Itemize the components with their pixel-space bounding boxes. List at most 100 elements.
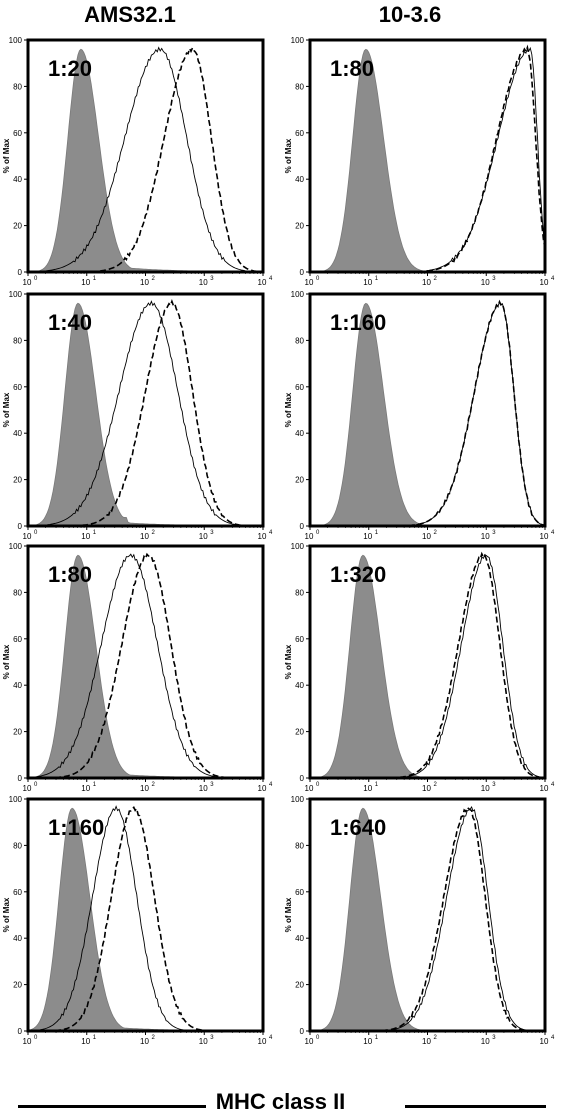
y-tick-label: 80 xyxy=(295,82,304,91)
y-tick-label: 40 xyxy=(295,429,304,438)
dilution-label: 1:40 xyxy=(48,310,92,335)
x-tick-label: 10 xyxy=(540,278,549,287)
histogram-panel: 0 20 40 60 80 100% of Max 10 0 10 1 10 2 10 3 10 4 1:160 xyxy=(282,290,561,542)
x-tick-label: 10 xyxy=(140,1037,149,1046)
x-tick-label: 10 xyxy=(23,1037,32,1046)
x-tick-exponent: 2 xyxy=(152,1035,156,1041)
y-tick-label: 100 xyxy=(291,290,305,299)
histogram-panel: 0 20 40 60 80 100% of Max 10 0 10 1 10 2 10 3 10 4 1:640 xyxy=(282,795,561,1047)
x-tick-label: 10 xyxy=(363,1037,372,1046)
x-tick-exponent: 3 xyxy=(210,1035,214,1041)
x-tick-label: 10 xyxy=(199,278,208,287)
x-tick-label: 10 xyxy=(363,278,372,287)
y-tick-label: 100 xyxy=(291,542,305,551)
y-tick-label: 20 xyxy=(295,728,304,737)
histogram-panel: 0 20 40 60 80 100% of Max 10 0 10 1 10 2 10 3 10 4 1:40 xyxy=(0,290,279,542)
y-tick-label: 100 xyxy=(9,795,23,804)
x-tick-label: 10 xyxy=(258,1037,267,1046)
y-axis-label: % of Max xyxy=(2,897,11,932)
y-tick-label: 20 xyxy=(13,476,22,485)
x-tick-exponent: 0 xyxy=(316,1035,320,1041)
y-tick-label: 0 xyxy=(18,1027,23,1036)
x-tick-label: 10 xyxy=(258,532,267,541)
y-tick-label: 80 xyxy=(13,336,22,345)
x-tick-label: 10 xyxy=(199,532,208,541)
dilution-label: 1:80 xyxy=(330,56,374,81)
y-tick-label: 100 xyxy=(291,36,305,45)
x-tick-label: 10 xyxy=(540,1037,549,1046)
dilution-label: 1:320 xyxy=(330,562,386,587)
x-tick-exponent: 0 xyxy=(316,276,320,282)
y-tick-label: 20 xyxy=(13,981,22,990)
x-tick-exponent: 2 xyxy=(152,530,156,536)
x-tick-label: 10 xyxy=(422,784,431,793)
y-tick-label: 40 xyxy=(295,681,304,690)
y-axis-label: % of Max xyxy=(2,392,11,427)
solid-histogram-line xyxy=(28,46,263,273)
axis-title-rule-right xyxy=(405,1105,546,1108)
y-tick-label: 60 xyxy=(295,635,304,644)
x-tick-label: 10 xyxy=(258,278,267,287)
y-tick-label: 40 xyxy=(295,175,304,184)
dilution-label: 1:640 xyxy=(330,815,386,840)
y-tick-label: 40 xyxy=(295,934,304,943)
y-tick-label: 0 xyxy=(300,522,305,531)
x-tick-exponent: 3 xyxy=(492,782,496,788)
column-title-ams32: AMS32.1 xyxy=(84,2,176,27)
x-tick-exponent: 4 xyxy=(551,276,555,282)
x-tick-exponent: 1 xyxy=(93,276,97,282)
y-tick-label: 40 xyxy=(13,681,22,690)
x-tick-exponent: 1 xyxy=(375,1035,379,1041)
y-tick-label: 60 xyxy=(295,129,304,138)
y-axis-label: % of Max xyxy=(284,644,293,679)
x-tick-label: 10 xyxy=(305,784,314,793)
x-tick-label: 10 xyxy=(140,784,149,793)
x-tick-exponent: 0 xyxy=(34,276,38,282)
x-tick-exponent: 1 xyxy=(375,782,379,788)
x-tick-label: 10 xyxy=(422,1037,431,1046)
isotype-control-histogram xyxy=(27,302,264,527)
x-tick-label: 10 xyxy=(422,278,431,287)
histogram-panel: 0 20 40 60 80 100% of Max 10 0 10 1 10 2 10 3 10 4 1:320 xyxy=(282,542,561,794)
x-tick-label: 10 xyxy=(481,532,490,541)
x-tick-label: 10 xyxy=(23,278,32,287)
x-tick-exponent: 1 xyxy=(93,530,97,536)
y-tick-label: 100 xyxy=(9,290,23,299)
x-tick-label: 10 xyxy=(199,1037,208,1046)
y-tick-label: 80 xyxy=(295,841,304,850)
y-tick-label: 80 xyxy=(13,841,22,850)
x-tick-exponent: 4 xyxy=(269,782,273,788)
x-tick-exponent: 2 xyxy=(434,782,438,788)
x-tick-exponent: 3 xyxy=(492,1035,496,1041)
y-tick-label: 60 xyxy=(13,129,22,138)
x-tick-label: 10 xyxy=(305,278,314,287)
y-tick-label: 20 xyxy=(295,981,304,990)
x-tick-exponent: 3 xyxy=(492,276,496,282)
x-tick-label: 10 xyxy=(258,784,267,793)
y-tick-label: 40 xyxy=(13,175,22,184)
histogram-panel: 0 20 40 60 80 100% of Max 10 0 10 1 10 2 10 3 10 4 1:20 xyxy=(0,36,279,288)
dilution-label: 1:160 xyxy=(330,310,386,335)
y-tick-label: 40 xyxy=(13,934,22,943)
axis-title-rule-left xyxy=(18,1105,214,1108)
y-tick-label: 0 xyxy=(300,774,305,783)
y-tick-label: 60 xyxy=(13,888,22,897)
x-tick-exponent: 4 xyxy=(269,1035,273,1041)
x-tick-exponent: 4 xyxy=(551,1035,555,1041)
dilution-label: 1:80 xyxy=(48,562,92,587)
x-tick-label: 10 xyxy=(540,784,549,793)
y-tick-label: 0 xyxy=(18,774,23,783)
x-tick-exponent: 3 xyxy=(210,530,214,536)
y-tick-label: 0 xyxy=(300,268,305,277)
x-tick-label: 10 xyxy=(81,532,90,541)
x-axis-title: MHC class II xyxy=(0,1089,561,1115)
column-title-10-3-6: 10-3.6 xyxy=(378,2,442,27)
x-tick-label: 10 xyxy=(81,784,90,793)
x-tick-exponent: 0 xyxy=(316,782,320,788)
